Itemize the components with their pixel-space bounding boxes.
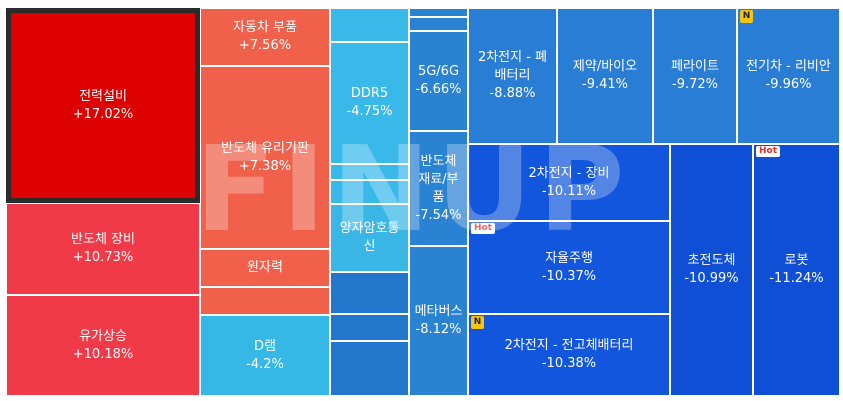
- tile-unlabeled[interactable]: [330, 180, 409, 204]
- tile-quantum-cryptography[interactable]: 양자암호통신: [330, 204, 409, 272]
- tile-label: 반도체 유리기판 +7.38%: [221, 140, 309, 174]
- tile-unlabeled[interactable]: [330, 8, 409, 42]
- new-badge: N: [740, 10, 753, 23]
- tile-unlabeled[interactable]: [200, 287, 330, 315]
- tile-label: 반도체 재료/부품 -7.54%: [415, 153, 462, 223]
- tile-auto-parts[interactable]: 자동차 부품 +7.56%: [200, 8, 330, 66]
- tile-label: 2차전지 - 장비 -10.11%: [528, 165, 610, 199]
- tile-label: 2차전지 - 폐배터리 -8.88%: [477, 50, 548, 101]
- tile-label: 반도체 장비 +10.73%: [71, 232, 135, 265]
- tile-label: 양자암호통신: [339, 221, 400, 254]
- tile-label: 유가상승 +10.18%: [72, 328, 134, 362]
- tile-oil-price-rise[interactable]: 유가상승 +10.18%: [6, 295, 200, 396]
- tile-metaverse[interactable]: 메타버스 -8.12%: [409, 246, 468, 396]
- tile-unlabeled[interactable]: [330, 341, 409, 396]
- tile-label: 로봇 -11.24%: [769, 253, 824, 286]
- tile-label: 자동차 부품 +7.56%: [233, 20, 297, 53]
- tile-solid-state-battery[interactable]: 2차전지 - 전고체배터리 -10.38% N: [468, 314, 670, 396]
- tile-label: 초전도체 -10.99%: [684, 253, 739, 286]
- tile-label: D램 -4.2%: [246, 338, 284, 372]
- tile-superconductor[interactable]: 초전도체 -10.99%: [670, 144, 753, 396]
- tile-5g-6g[interactable]: 5G/6G -6.66%: [409, 31, 468, 131]
- tile-unlabeled[interactable]: [409, 8, 468, 17]
- tile-ferrite[interactable]: 페라이트 -9.72%: [653, 8, 737, 144]
- tile-label: 원자력: [247, 260, 283, 275]
- tile-unlabeled[interactable]: [330, 272, 409, 314]
- tile-semiconductor-equipment[interactable]: 반도체 장비 +10.73%: [6, 203, 200, 295]
- tile-nuclear-power[interactable]: 원자력: [200, 249, 330, 287]
- tile-semiconductor-materials-parts[interactable]: 반도체 재료/부품 -7.54%: [409, 131, 468, 246]
- tile-label: 자율주행 -10.37%: [541, 250, 597, 284]
- hot-badge: Hot: [471, 223, 496, 234]
- tile-label: DDR5 -4.75%: [346, 86, 393, 119]
- tile-ddr5[interactable]: DDR5 -4.75%: [330, 42, 409, 164]
- tile-label: 페라이트 -9.72%: [671, 59, 719, 92]
- tile-battery-equipment[interactable]: 2차전지 - 장비 -10.11%: [468, 144, 670, 221]
- tile-unlabeled[interactable]: [330, 164, 409, 180]
- tile-label: 제약/바이오 -9.41%: [572, 59, 638, 92]
- tile-unlabeled[interactable]: [330, 314, 409, 341]
- tile-label: 5G/6G -6.66%: [415, 64, 462, 97]
- tile-label: 전기차 - 리비안 -9.96%: [746, 59, 831, 92]
- new-badge: N: [471, 316, 484, 329]
- tile-label: 메타버스 -8.12%: [414, 304, 463, 337]
- tile-robot[interactable]: 로봇 -11.24% Hot: [753, 144, 840, 396]
- tile-label: 2차전지 - 전고체배터리 -10.38%: [504, 338, 634, 371]
- tile-unlabeled[interactable]: [409, 17, 468, 31]
- tile-dram[interactable]: D램 -4.2%: [200, 315, 330, 396]
- hot-badge: Hot: [756, 146, 781, 157]
- tile-autonomous-driving[interactable]: 자율주행 -10.37% Hot: [468, 221, 670, 314]
- tile-power-equipment[interactable]: 전력설비 +17.02%: [6, 8, 200, 203]
- tile-ev-rivian[interactable]: 전기차 - 리비안 -9.96% N: [737, 8, 840, 144]
- tile-label: 전력설비 +17.02%: [72, 88, 134, 122]
- tile-semiconductor-glass-substrate[interactable]: 반도체 유리기판 +7.38%: [200, 66, 330, 249]
- tile-battery-recycling[interactable]: 2차전지 - 폐배터리 -8.88%: [468, 8, 557, 144]
- tile-pharma-bio[interactable]: 제약/바이오 -9.41%: [557, 8, 653, 144]
